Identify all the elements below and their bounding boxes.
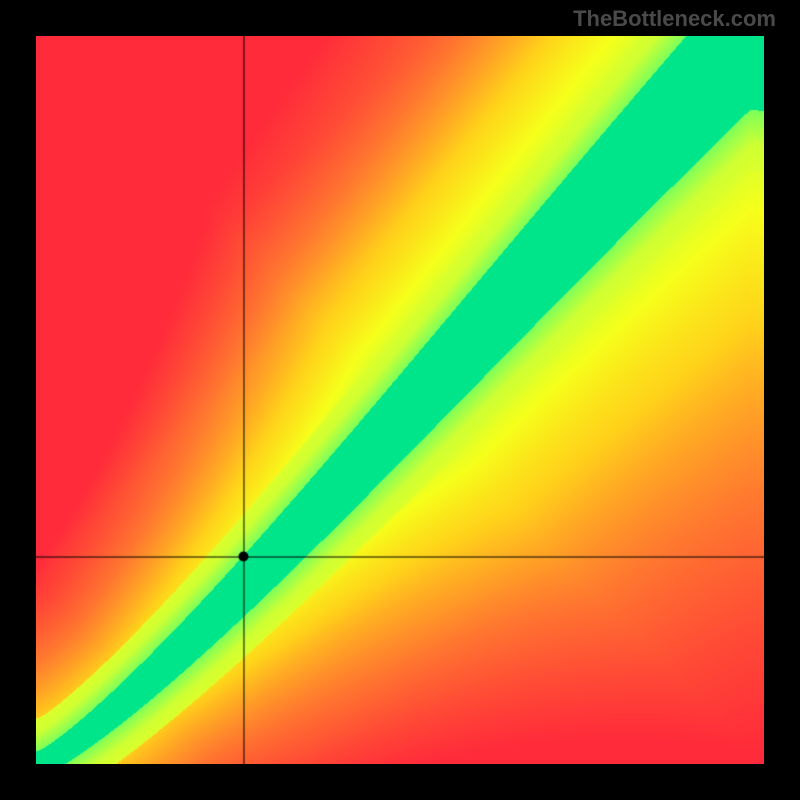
bottleneck-heatmap: [36, 36, 764, 764]
watermark-text: TheBottleneck.com: [573, 6, 776, 32]
